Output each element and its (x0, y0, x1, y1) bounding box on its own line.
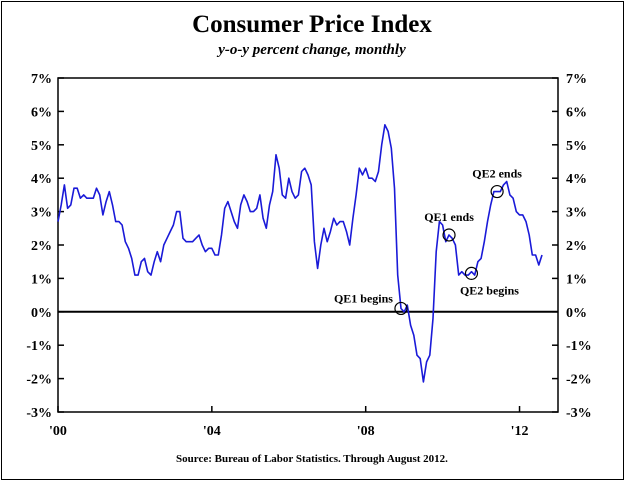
y-tick-label-right: -2% (566, 373, 592, 388)
annotation-label: QE2 ends (472, 167, 522, 181)
y-tick-label-right: 0% (566, 306, 587, 321)
annotation-label: QE1 begins (334, 291, 393, 305)
y-tick-label-left: -2% (26, 373, 52, 388)
y-tick-label-right: 1% (566, 272, 587, 287)
annotation-marker (464, 266, 479, 280)
series-layer (57, 124, 543, 383)
annotation-group: QE1 ends (424, 210, 474, 242)
y-tick-label-right: 6% (566, 105, 587, 120)
annotation-marker (394, 301, 408, 316)
x-tick-label: '04 (203, 424, 221, 439)
x-tick-label: '08 (357, 424, 375, 439)
x-axis-ticks: '00 '04 '08 '12 (49, 406, 528, 439)
annotation-group: QE2 ends (472, 167, 522, 199)
plot-area (57, 77, 559, 413)
annotation-label: QE2 begins (460, 283, 519, 297)
y-tick-label-left: 5% (31, 139, 52, 154)
y-tick-label-left: 2% (31, 239, 52, 254)
chart-subtitle: y-o-y percent change, monthly (216, 42, 406, 58)
y-tick-label-left: 7% (31, 72, 52, 87)
annotation-label: QE1 ends (424, 210, 474, 224)
y-tick-label-right: -1% (566, 339, 592, 354)
annotation-group: QE2 begins (460, 266, 519, 297)
y-tick-label-right: 7% (566, 72, 587, 87)
y-tick-label-left: -3% (26, 406, 52, 421)
y-tick-label-left: 4% (31, 172, 52, 187)
y-axis-ticks: -3% -3% -2% -2% -1% -1% 0% 0% 1% 1% 2% 2% 3% 3% 4% 4% 5%… (26, 72, 591, 421)
y-tick-label-right: 4% (566, 172, 587, 187)
y-tick-label-right: 2% (566, 239, 587, 254)
y-tick-label-left: 6% (31, 105, 52, 120)
annotation-marker (490, 184, 504, 199)
y-tick-label-right: -3% (566, 406, 592, 421)
chart-title: Consumer Price Index (192, 11, 432, 38)
y-tick-label-left: 0% (31, 306, 52, 321)
annotation-group: QE1 begins (334, 291, 408, 316)
annotation-layer: QE1 begins QE1 ends QE2 begins QE2 ends (334, 167, 522, 316)
y-tick-label-right: 5% (566, 139, 587, 154)
annotation-marker (442, 228, 456, 242)
y-tick-label-left: 1% (31, 272, 52, 287)
x-tick-label: '12 (511, 424, 529, 439)
y-tick-label-left: -1% (26, 339, 52, 354)
y-tick-label-right: 3% (566, 206, 587, 221)
y-tick-label-left: 3% (31, 206, 52, 221)
series-line (57, 124, 543, 383)
series-points (57, 124, 543, 382)
source-note: Source: Bureau of Labor Statistics. Thro… (176, 453, 448, 465)
x-tick-label: '00 (49, 424, 67, 439)
